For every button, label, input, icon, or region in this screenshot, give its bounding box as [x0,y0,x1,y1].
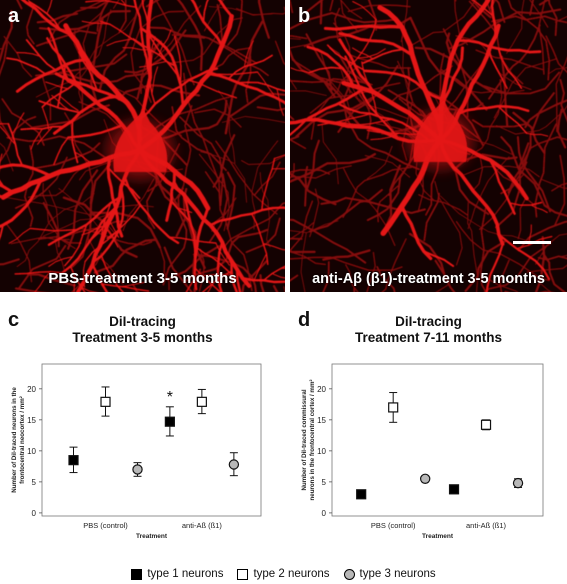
chart-title-c: DiI-tracing Treatment 3-5 months [0,314,285,346]
x-axis-label: Treatment [136,533,168,540]
legend-item-type3: type 3 neurons [343,568,436,580]
filled-square-marker-icon [131,568,143,580]
gray-circle-marker-icon [343,568,355,580]
micrograph-caption-b: anti-Aβ (β1)-treatment 3-5 months [312,271,545,287]
y-tick-label: 5 [32,478,37,487]
y-tick-label: 0 [32,509,37,518]
plot-frame [41,363,262,517]
data-point [164,416,175,427]
chart-plot-d: 0 5 10 15 20 PBS (control) anti-Aß (ß1) Treatme… [301,363,544,540]
chart-title-line2: Treatment 7-11 months [354,330,503,345]
plot-frame [331,363,544,517]
panel-letter-a: a [8,5,20,27]
legend: type 1 neurons type 2 neurons type 3 neu… [0,566,567,582]
legend-label: type 2 neurons [253,568,330,580]
x-axis-label: Treatment [422,533,454,540]
legend-item-type2: type 2 neurons [237,568,330,580]
chart-title-line1: DiI-tracing [109,314,176,329]
y-tick-label: 20 [317,385,326,394]
data-point [512,477,524,489]
micrograph-image-a [0,0,285,292]
chart-plot-c: 0 5 10 15 20 PBS (control) anti-Aß (ß1) Treatme… [11,363,262,540]
micrograph-caption-a: PBS-treatment 3-5 months [48,270,237,287]
chart-title-line1: DiI-tracing [395,314,462,329]
data-point [419,473,431,484]
panel-letter-b: b [298,5,311,27]
micrograph-image-b [290,0,567,292]
chart-title-d: DiI-tracing Treatment 7-11 months [290,314,567,346]
chart-panel-d: d DiI-tracing Treatment 7-11 months 0 5 10… [290,306,567,550]
y-axis-label: frontocentral neocortex / mm² [19,396,26,484]
panel-letter-c: c [8,309,20,331]
y-tick-label: 5 [322,478,327,487]
x-tick-label: PBS (control) [371,521,416,530]
data-point [480,419,492,430]
legend-label: type 3 neurons [359,568,436,580]
y-tick-label: 0 [322,509,327,518]
chart-panel-c: c DiI-tracing Treatment 3-5 months 0 5 10 1… [0,306,285,550]
y-axis-label: Number of DiI-traced commissural [301,389,308,490]
data-point [196,396,207,407]
open-square-marker-icon [237,568,249,580]
data-point [388,402,399,413]
data-point [68,455,79,466]
x-tick-label: anti-Aß (ß1) [466,521,507,530]
data-point [448,484,460,495]
data-point [356,489,367,500]
legend-label: type 1 neurons [147,568,224,580]
panel-letter-d: d [298,309,311,331]
y-axis-label: neurons in the frontocentral cortex / mm… [309,379,316,500]
data-point [132,464,143,475]
scale-bar [513,241,551,244]
micrograph-panel-a: a PBS-treatment 3-5 months [0,0,285,292]
significance-asterisk: * [167,389,173,406]
chart-title-line2: Treatment 3-5 months [72,330,213,345]
y-tick-label: 10 [317,447,326,456]
x-tick-label: anti-Aß (ß1) [182,521,223,530]
x-tick-label: PBS (control) [83,521,128,530]
legend-item-type1: type 1 neurons [131,568,223,580]
micrograph-panel-b: b anti-Aβ (β1)-treatment 3-5 months [290,0,567,292]
data-point [228,459,240,470]
y-axis-label: Number of DiI-traced neurons in the [11,387,18,493]
y-tick-label: 10 [27,447,36,456]
y-tick-label: 20 [27,385,36,394]
data-point [100,396,111,407]
y-tick-label: 15 [317,416,326,425]
y-tick-label: 15 [27,416,36,425]
